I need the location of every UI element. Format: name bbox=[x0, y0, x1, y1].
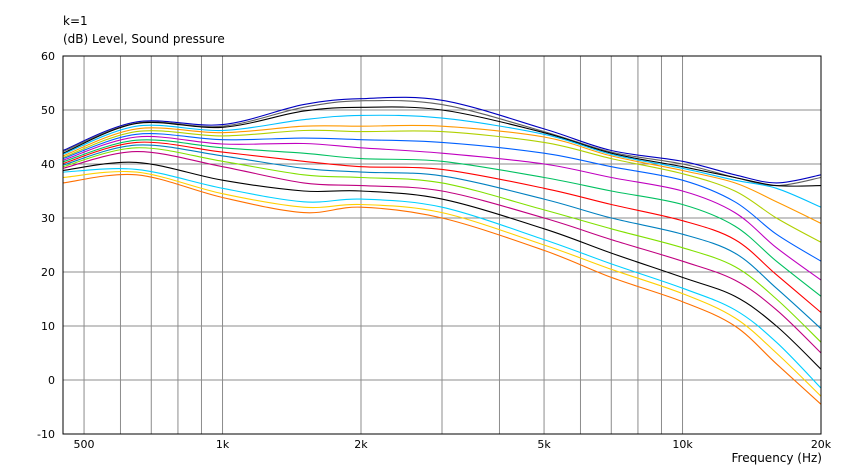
series-line-11 bbox=[62, 144, 822, 330]
series-line-9 bbox=[62, 139, 822, 297]
y-tick-label: 50 bbox=[41, 104, 55, 117]
series-line-14 bbox=[62, 161, 822, 370]
series-line-6 bbox=[62, 129, 822, 243]
y-tick-label: 60 bbox=[41, 50, 55, 63]
series-line-12 bbox=[62, 147, 822, 343]
series-line-7 bbox=[62, 133, 822, 262]
series-line-1 bbox=[62, 96, 822, 184]
y-tick-label: -10 bbox=[37, 428, 55, 441]
x-axis-label: Frequency (Hz) bbox=[731, 451, 823, 465]
grid bbox=[63, 55, 821, 435]
y-tick-label: 0 bbox=[48, 374, 55, 387]
series-line-8 bbox=[62, 135, 822, 281]
y-tick-label: 10 bbox=[41, 320, 55, 333]
tick-labels: 60 50 40 30 20 10 0 -10 500 1k 2k 5k 10k 20k bbox=[37, 50, 832, 451]
y-tick-label: 40 bbox=[41, 158, 55, 171]
x-tick-label: 1k bbox=[216, 438, 230, 451]
y-tick-label: 20 bbox=[41, 266, 55, 279]
y-tick-label: 30 bbox=[41, 212, 55, 225]
series-line-5 bbox=[62, 124, 822, 224]
k-value-label: k=1 bbox=[63, 14, 88, 28]
series-line-3 bbox=[62, 106, 822, 187]
series-line-16 bbox=[62, 170, 822, 397]
series-line-4 bbox=[62, 114, 822, 208]
series-layer bbox=[62, 96, 822, 405]
series-line-15 bbox=[62, 168, 822, 389]
x-tick-label: 5k bbox=[537, 438, 551, 451]
x-tick-label: 10k bbox=[672, 438, 693, 451]
x-tick-label: 500 bbox=[74, 438, 95, 451]
series-line-10 bbox=[62, 141, 822, 313]
series-line-13 bbox=[62, 151, 822, 354]
series-line-17 bbox=[62, 173, 822, 405]
plot-frame bbox=[62, 55, 822, 435]
x-tick-label: 20k bbox=[811, 438, 832, 451]
y-axis-unit-label: (dB) Level, Sound pressure bbox=[63, 32, 225, 46]
x-tick-label: 2k bbox=[354, 438, 368, 451]
